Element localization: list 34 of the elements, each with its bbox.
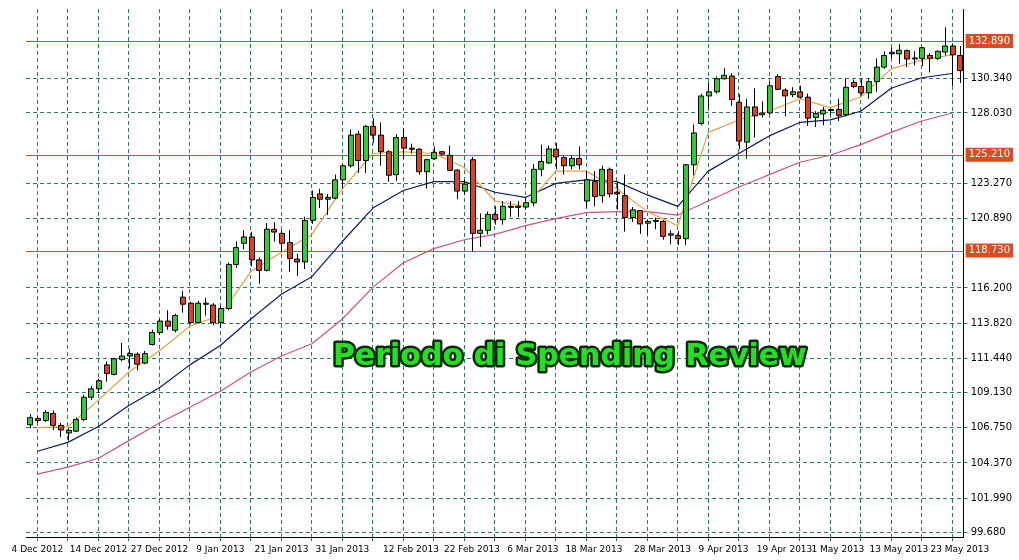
y-tick-label: 109.130 xyxy=(970,386,1013,398)
ref-line-label: 132.890 xyxy=(968,34,1011,46)
x-tick-label: 13 May 2013 xyxy=(869,543,929,554)
y-tick-label: 128.030 xyxy=(970,106,1013,118)
x-tick-label: 12 Feb 2013 xyxy=(382,543,439,554)
x-tick-label: 21 Jan 2013 xyxy=(254,543,309,554)
candlestick xyxy=(744,98,750,160)
y-tick-label: 123.270 xyxy=(970,176,1013,188)
x-tick-label: 19 Apr 2013 xyxy=(756,543,813,554)
y-tick-label: 99.680 xyxy=(970,525,1006,537)
x-tick-label: 31 Jan 2013 xyxy=(315,543,370,554)
x-tick-label: 4 Dec 2012 xyxy=(11,543,64,554)
x-tick-label: 9 Apr 2013 xyxy=(698,543,749,554)
y-tick-label: 104.370 xyxy=(970,456,1013,468)
candlestick xyxy=(698,93,704,126)
y-tick-label: 106.750 xyxy=(970,421,1013,433)
x-tick-label: 9 Jan 2013 xyxy=(196,543,245,554)
x-tick-label: 14 Dec 2012 xyxy=(69,543,128,554)
y-tick-label: 120.890 xyxy=(970,212,1013,224)
y-tick-label: 101.990 xyxy=(970,491,1013,503)
ref-line-label: 125.210 xyxy=(968,148,1011,160)
ref-line-label: 118.730 xyxy=(968,244,1011,256)
x-tick-label: 1 May 2013 xyxy=(811,543,865,554)
x-tick-label: 6 Mar 2013 xyxy=(507,543,559,554)
candlestick xyxy=(241,229,247,250)
y-tick-label: 111.440 xyxy=(970,351,1013,363)
x-tick-label: 18 Mar 2013 xyxy=(565,543,623,554)
y-tick-label: 130.340 xyxy=(970,72,1013,84)
x-tick-label: 22 Feb 2013 xyxy=(443,543,500,554)
x-tick-label: 23 May 2013 xyxy=(930,543,990,554)
y-tick-label: 116.200 xyxy=(970,281,1013,293)
y-tick-label: 113.820 xyxy=(970,316,1013,328)
x-tick-label: 27 Dec 2012 xyxy=(130,543,189,554)
x-tick-label: 28 Mar 2013 xyxy=(634,543,692,554)
